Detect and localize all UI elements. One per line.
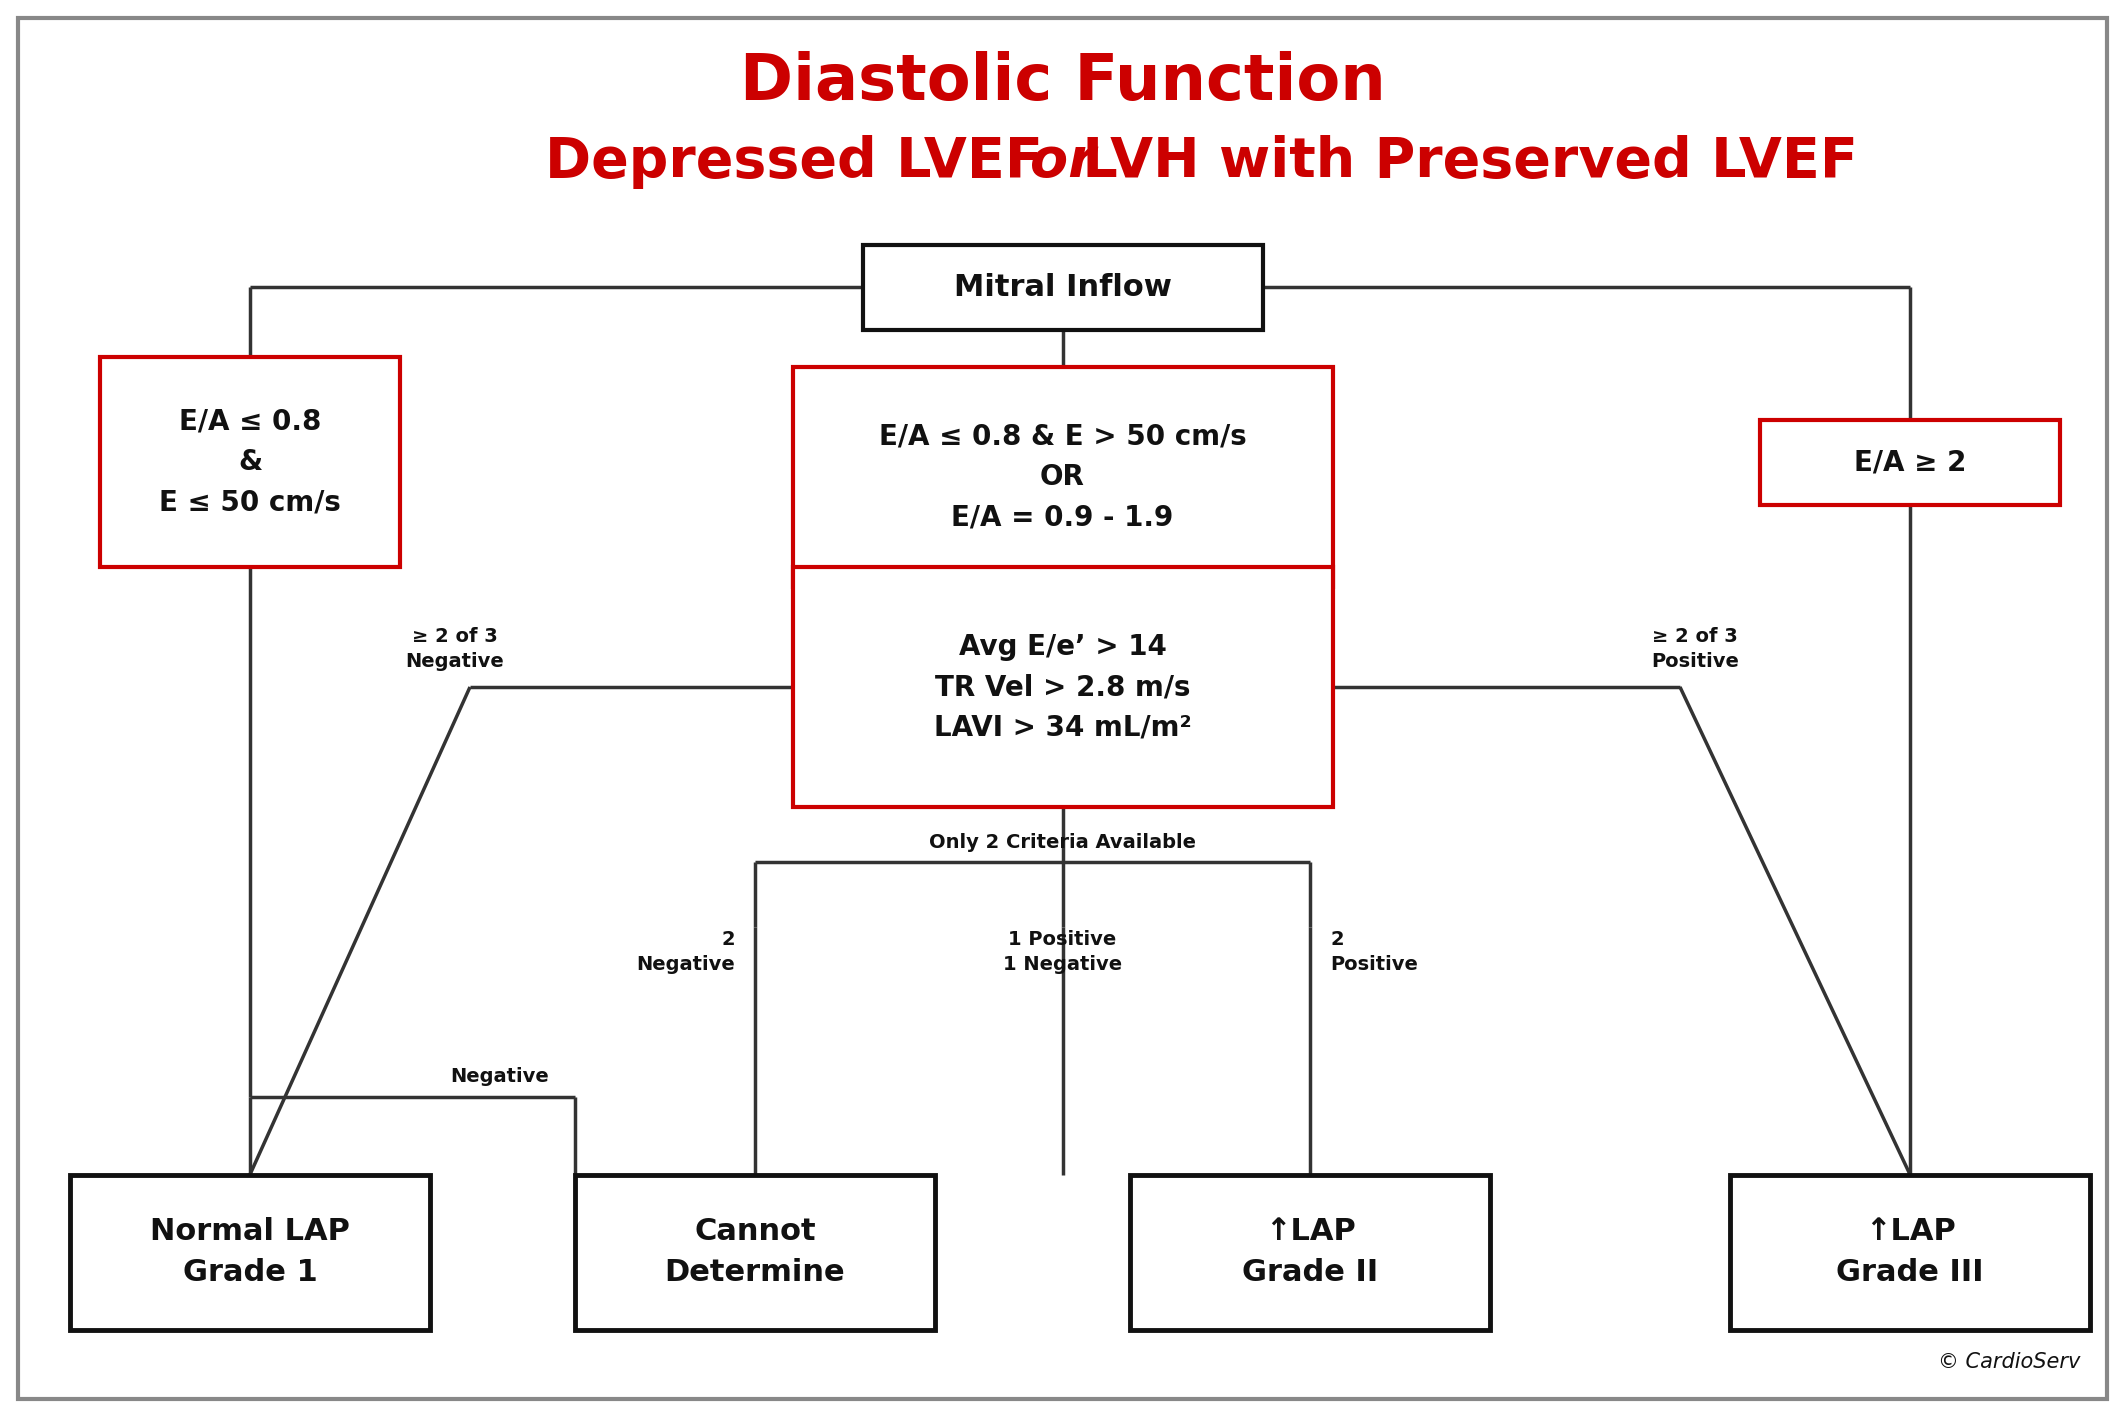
- Text: ≥ 2 of 3
Positive: ≥ 2 of 3 Positive: [1651, 628, 1738, 670]
- Text: 1 Positive
1 Negative: 1 Positive 1 Negative: [1003, 931, 1122, 973]
- FancyBboxPatch shape: [17, 18, 2108, 1399]
- FancyBboxPatch shape: [1130, 1175, 1490, 1329]
- FancyBboxPatch shape: [1760, 419, 2059, 504]
- FancyBboxPatch shape: [576, 1175, 935, 1329]
- Text: Cannot
Determine: Cannot Determine: [665, 1217, 846, 1287]
- FancyBboxPatch shape: [1730, 1175, 2091, 1329]
- FancyBboxPatch shape: [793, 567, 1332, 808]
- Text: ↑LAP
Grade III: ↑LAP Grade III: [1836, 1217, 1985, 1287]
- Text: LVH with Preserved LVEF: LVH with Preserved LVEF: [1062, 135, 1857, 188]
- Text: Depressed LVEF: Depressed LVEF: [546, 135, 1062, 188]
- Text: E/A ≤ 0.8 & E > 50 cm/s
OR
E/A = 0.9 - 1.9: E/A ≤ 0.8 & E > 50 cm/s OR E/A = 0.9 - 1…: [878, 422, 1247, 531]
- Text: ≥ 2 of 3
Negative: ≥ 2 of 3 Negative: [406, 628, 504, 670]
- Text: E/A ≥ 2: E/A ≥ 2: [1853, 448, 1966, 476]
- FancyBboxPatch shape: [863, 245, 1262, 330]
- Text: Normal LAP
Grade 1: Normal LAP Grade 1: [151, 1217, 351, 1287]
- Text: Mitral Inflow: Mitral Inflow: [954, 272, 1171, 302]
- Text: Avg E/e’ > 14
TR Vel > 2.8 m/s
LAVI > 34 mL/m²: Avg E/e’ > 14 TR Vel > 2.8 m/s LAVI > 34…: [933, 633, 1192, 741]
- Text: ↑LAP
Grade II: ↑LAP Grade II: [1241, 1217, 1379, 1287]
- Text: © CardioServ: © CardioServ: [1938, 1352, 2080, 1372]
- FancyBboxPatch shape: [793, 367, 1332, 587]
- Text: Diastolic Function: Diastolic Function: [740, 51, 1386, 113]
- FancyBboxPatch shape: [70, 1175, 429, 1329]
- Text: 2
Negative: 2 Negative: [635, 931, 735, 973]
- Text: Only 2 Criteria Available: Only 2 Criteria Available: [929, 833, 1196, 852]
- Text: or: or: [1031, 135, 1094, 188]
- Text: 2
Positive: 2 Positive: [1330, 931, 1417, 973]
- Text: E/A ≤ 0.8
&
E ≤ 50 cm/s: E/A ≤ 0.8 & E ≤ 50 cm/s: [159, 408, 340, 516]
- FancyBboxPatch shape: [100, 357, 400, 567]
- Text: Negative: Negative: [450, 1067, 550, 1087]
